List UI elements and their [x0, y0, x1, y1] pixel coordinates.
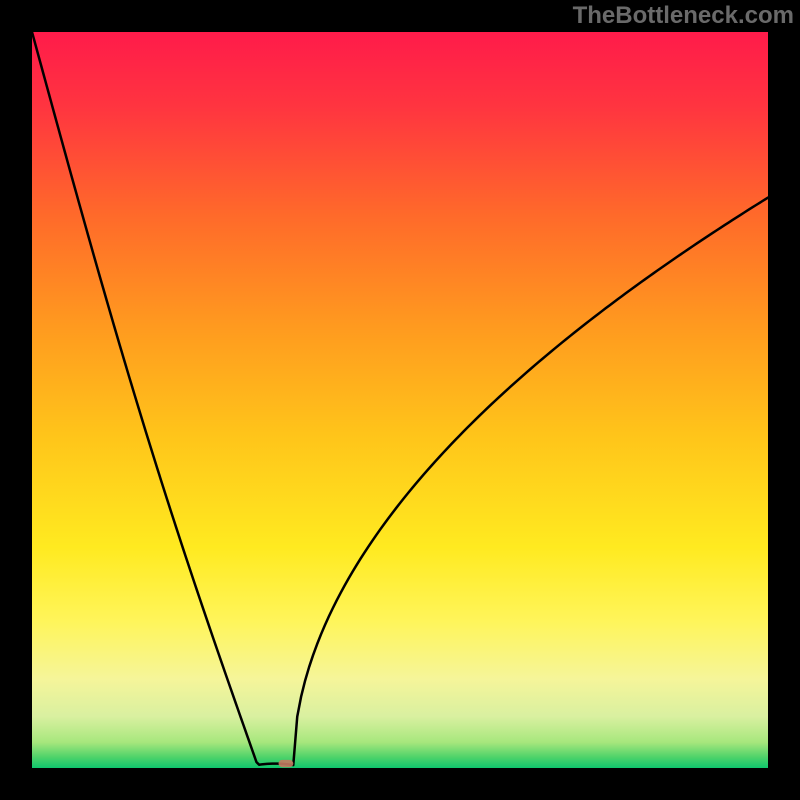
- plot-area: [32, 32, 768, 768]
- chart-container: TheBottleneck.com: [0, 0, 800, 800]
- gradient-background: [32, 32, 768, 768]
- plot-svg: [32, 32, 768, 768]
- optimal-point-marker: [279, 760, 294, 767]
- watermark-text: TheBottleneck.com: [573, 2, 794, 30]
